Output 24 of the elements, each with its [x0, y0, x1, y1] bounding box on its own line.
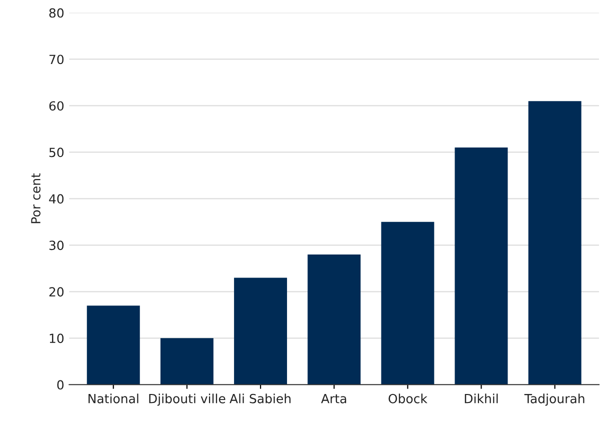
y-tick-label: 60 — [49, 101, 64, 111]
bar — [86, 306, 140, 385]
y-axis-title: Por cent — [31, 173, 40, 224]
y-tick-label: 40 — [49, 194, 64, 204]
x-tick-label: Dikhil — [464, 394, 498, 404]
bar — [528, 101, 582, 385]
y-tick-label: 80 — [49, 8, 64, 18]
bar — [308, 254, 361, 385]
bar — [160, 338, 214, 385]
bar — [381, 222, 434, 385]
y-tick-label: 10 — [50, 334, 64, 344]
bar — [234, 278, 288, 385]
x-tick-label: Ali Sabieh — [230, 394, 291, 404]
y-tick-label: 30 — [49, 240, 64, 250]
y-tick-label: 0 — [57, 380, 64, 390]
y-tick-label: 50 — [49, 148, 64, 158]
y-tick-label: 70 — [49, 54, 64, 64]
x-tick-label: Tadjourah — [524, 394, 584, 406]
bar — [454, 148, 508, 385]
x-tick-label: National — [88, 394, 138, 404]
x-tick-label: Djibouti ville — [149, 394, 226, 406]
x-tick-label: Obock — [388, 394, 428, 404]
x-tick-label: Arta — [321, 394, 346, 404]
y-tick-label: 20 — [49, 287, 64, 297]
